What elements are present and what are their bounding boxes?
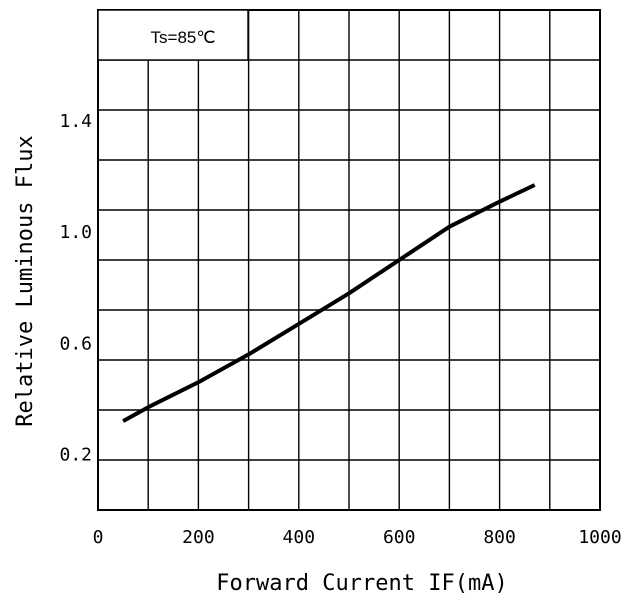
x-tick-label: 600 — [383, 527, 416, 548]
y-axis-title: Relative Luminous Flux — [13, 135, 38, 426]
annotation-box — [97, 9, 249, 61]
series — [122, 183, 536, 423]
y-tick-label: 1.0 — [59, 222, 92, 243]
grid — [98, 10, 600, 510]
x-tick-label: 400 — [283, 527, 316, 548]
x-axis-title: Forward Current IF(mA) — [216, 571, 507, 596]
plot-frame — [97, 9, 601, 511]
x-tick-label: 1000 — [578, 527, 621, 548]
x-tick-label: 0 — [93, 527, 104, 548]
series-line — [122, 183, 536, 423]
x-tick-labels: 0 200 400 600 800 1000 — [93, 527, 622, 548]
y-tick-label: 0.6 — [59, 333, 92, 354]
y-tick-labels: 0.2 0.6 1.0 1.4 — [59, 111, 92, 465]
x-tick-label: 800 — [483, 527, 516, 548]
y-tick-label: 0.2 — [59, 444, 92, 465]
annotation: Ts=85℃ — [151, 28, 216, 47]
x-tick-label: 200 — [182, 527, 215, 548]
y-tick-label: 1.4 — [59, 111, 92, 132]
